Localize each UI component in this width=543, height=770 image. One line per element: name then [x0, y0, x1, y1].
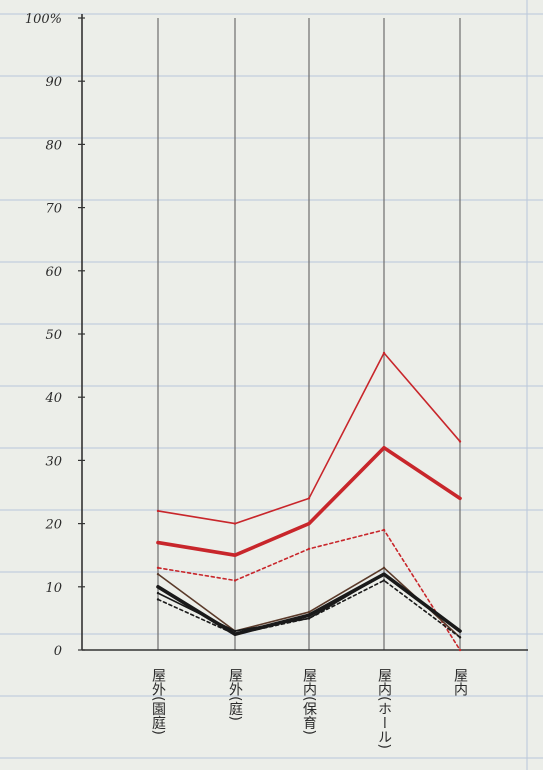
data-point	[458, 497, 462, 500]
series-lines	[156, 351, 462, 652]
data-point	[233, 522, 237, 525]
data-point	[382, 351, 386, 355]
data-point	[307, 614, 311, 617]
y-tick-label: 100%	[25, 12, 62, 27]
y-tick-label: 40	[44, 391, 62, 406]
data-point	[382, 566, 386, 570]
data-point	[307, 547, 311, 551]
category-gridlines	[157, 18, 461, 650]
data-point	[156, 572, 160, 576]
data-point	[307, 522, 311, 525]
y-tick-label: 50	[45, 328, 62, 343]
data-point	[307, 497, 311, 500]
y-tick-label: 80	[45, 138, 62, 153]
x-axis-ticks: 屋外(園庭) 屋外(庭) 屋内(保育) 屋内(ホール) 屋内	[150, 668, 468, 749]
series-line	[157, 579, 461, 639]
data-point	[156, 566, 160, 570]
data-point	[233, 629, 237, 633]
data-point	[458, 648, 462, 652]
data-point	[156, 541, 160, 544]
data-point	[458, 629, 462, 633]
data-point	[156, 591, 160, 595]
data-point	[233, 579, 237, 582]
data-point	[458, 636, 462, 639]
axes	[81, 14, 528, 651]
data-point	[307, 610, 311, 614]
x-tick-label: 屋外(庭)	[227, 668, 243, 721]
y-tick-label: 60	[45, 265, 62, 280]
y-axis-ticks: 0 10 20 30 40 50 60 70 80 90 100%	[25, 12, 85, 659]
data-point	[382, 528, 386, 532]
y-tick-label: 70	[45, 202, 62, 217]
data-point	[458, 440, 462, 443]
y-tick-label: 10	[45, 581, 62, 596]
data-point	[156, 509, 160, 513]
data-point	[382, 579, 386, 582]
data-point	[382, 572, 386, 576]
data-point	[233, 633, 237, 636]
data-point	[382, 446, 386, 449]
data-point	[307, 617, 311, 620]
x-tick-label: 屋内(ホール)	[376, 668, 392, 749]
x-tick-label: 屋外(園庭)	[150, 668, 166, 735]
y-tick-label: 20	[44, 518, 62, 533]
data-point	[233, 554, 237, 557]
x-tick-label: 屋内	[452, 668, 468, 697]
data-point	[156, 585, 160, 588]
y-tick-label: 90	[45, 75, 62, 90]
data-point	[156, 598, 160, 601]
x-tick-label: 屋内(保育)	[301, 668, 317, 735]
y-tick-label: 30	[45, 454, 62, 469]
y-tick-label: 0	[54, 644, 62, 659]
